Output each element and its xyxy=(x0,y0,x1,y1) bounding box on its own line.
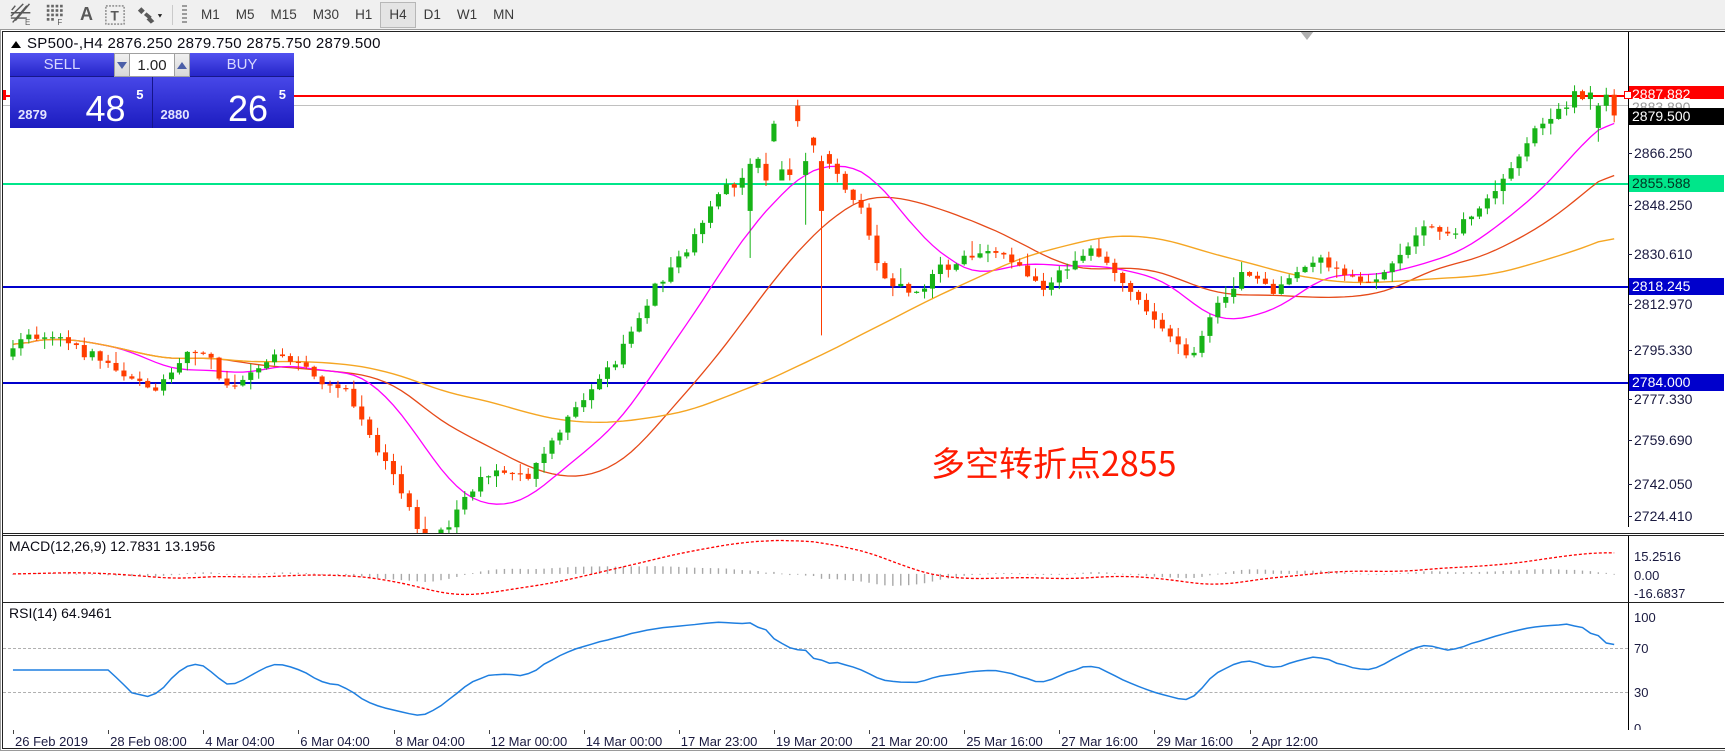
svg-text:E: E xyxy=(25,18,30,26)
svg-text:T: T xyxy=(110,8,119,23)
svg-text:F: F xyxy=(57,18,62,26)
